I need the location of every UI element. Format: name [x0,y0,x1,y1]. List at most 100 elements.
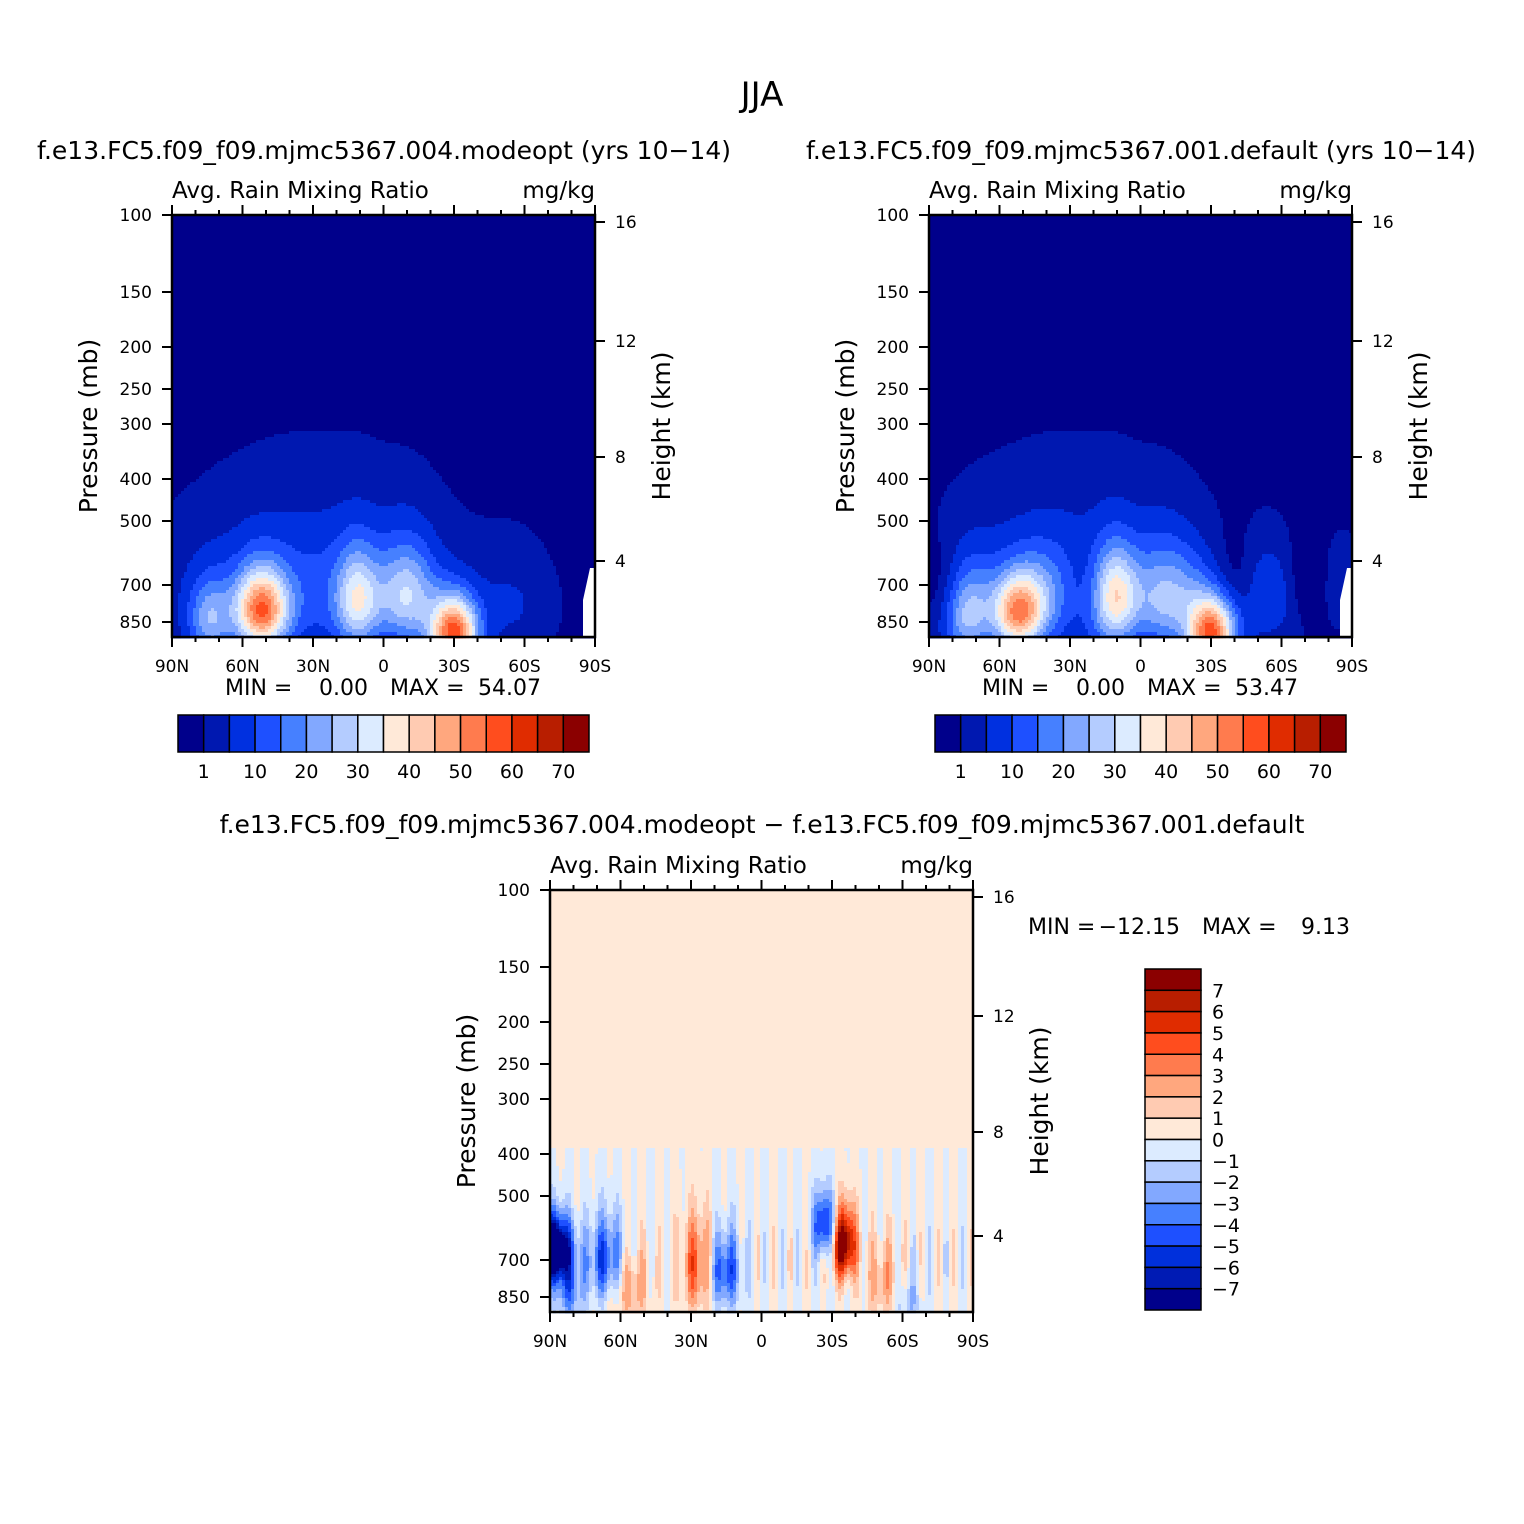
min-value: 0.00 [1076,676,1125,701]
x-tick-label: 30S [1195,657,1227,677]
y-tick-right-label: 12 [993,1007,1015,1027]
colorbar-label: 2 [1212,1087,1224,1109]
colorbar-label: 10 [243,761,267,783]
colorbar-swatch [204,715,230,752]
colorbar-swatch [935,715,961,752]
colorbar-label: 3 [1212,1066,1224,1088]
colorbar-label: 60 [1257,761,1281,783]
colorbar-label: 40 [397,761,421,783]
max-value: 53.47 [1235,676,1298,701]
colorbar-label: 10 [1000,761,1024,783]
y-tick-label: 150 [498,958,530,978]
y-tick-right-label: 8 [993,1123,1004,1143]
colorbar-swatch [1145,1182,1201,1203]
y-axis-right-label: Height (km) [1404,352,1433,501]
colorbar-swatch [1145,990,1201,1011]
colorbar-swatch [961,715,987,752]
colorbar-swatch [255,715,281,752]
colorbar-label: 50 [1205,761,1229,783]
colorbar-swatch [281,715,307,752]
colorbar-label: 20 [294,761,318,783]
colorbar-label: −3 [1212,1193,1240,1215]
colorbar-swatch [486,715,512,752]
y-tick-right-label: 4 [1372,552,1383,572]
contour-field [550,890,974,1314]
colorbar-swatch [1145,1267,1201,1288]
colorbar-swatch [1141,715,1167,752]
x-tick-label: 90N [155,657,189,677]
y-tick-label: 250 [877,380,909,400]
colorbar-swatch [229,715,255,752]
y-tick-label: 500 [877,512,909,532]
y-tick-label: 300 [877,415,909,435]
colorbar-label: −7 [1212,1279,1240,1301]
y-tick-label: 500 [498,1187,530,1207]
units-label: mg/kg [522,178,595,204]
colorbar-swatch [1145,1097,1201,1118]
x-tick-label: 90S [1336,657,1368,677]
x-tick-label: 0 [1135,657,1146,677]
colorbar-swatch [1145,1054,1201,1075]
x-tick-label: 30S [438,657,470,677]
min-label: MIN = [982,676,1049,701]
colorbar-swatch [1145,1140,1201,1161]
max-label: MAX = [1147,676,1222,701]
y-axis-label: Pressure (mb) [74,339,103,513]
colorbar-swatch [1192,715,1218,752]
panel-modeopt: f.e13.FC5.f09_f09.mjmc5367.004.modeopt (… [37,136,731,783]
y-tick-label: 150 [120,283,152,303]
y-tick-label: 500 [120,512,152,532]
y-tick-label: 700 [498,1251,530,1271]
field-label: Avg. Rain Mixing Ratio [550,853,807,879]
colorbar-swatch [358,715,384,752]
figure-title: JJA [739,75,784,115]
colorbar-swatch [1166,715,1192,752]
x-tick-label: 60S [1265,657,1297,677]
colorbar-swatch [332,715,358,752]
colorbar-swatch [1145,1246,1201,1267]
colorbar-label: 5 [1212,1023,1224,1045]
max-value: 9.13 [1301,915,1350,940]
colorbar-label: 4 [1212,1044,1224,1066]
min-value: −12.15 [1099,915,1180,940]
panel-title: f.e13.FC5.f09_f09.mjmc5367.004.modeopt −… [220,810,1305,839]
x-tick-label: 60N [982,657,1016,677]
panel-default: f.e13.FC5.f09_f09.mjmc5367.001.default (… [806,136,1476,783]
colorbar-swatch [1243,715,1269,752]
colorbar-swatch [1145,1225,1201,1246]
y-tick-label: 100 [120,206,152,226]
colorbar-swatch [1145,1012,1201,1033]
x-tick-label: 0 [378,657,389,677]
y-axis-label: Pressure (mb) [831,339,860,513]
x-tick-label: 60N [225,657,259,677]
colorbar-swatch [1145,1161,1201,1182]
x-tick-label: 60N [603,1332,637,1352]
y-tick-label: 400 [120,470,152,490]
x-tick-label: 90S [579,657,611,677]
y-tick-label: 850 [877,613,909,633]
y-tick-right-label: 12 [1372,332,1394,352]
colorbar-label: 1 [1212,1108,1224,1130]
units-label: mg/kg [900,853,973,879]
colorbar-swatch [563,715,589,752]
y-tick-label: 700 [877,576,909,596]
y-tick-right-label: 8 [1372,448,1383,468]
colorbar-swatch [1145,1289,1201,1310]
max-label: MAX = [390,676,465,701]
panel-title: f.e13.FC5.f09_f09.mjmc5367.004.modeopt (… [37,136,731,165]
colorbar-label: −5 [1212,1236,1240,1258]
colorbar-swatch [1063,715,1089,752]
min-label: MIN = [1028,915,1095,940]
contour-field [929,215,1353,639]
colorbar-label: 20 [1051,761,1075,783]
y-tick-right-label: 16 [615,213,637,233]
contour-field [172,215,596,639]
x-tick-label: 30N [296,657,330,677]
x-tick-label: 30N [1053,657,1087,677]
y-tick-label: 250 [498,1055,530,1075]
colorbar-swatch [1320,715,1346,752]
colorbar-label: 7 [1212,980,1224,1002]
colorbar-swatch [1089,715,1115,752]
field-label: Avg. Rain Mixing Ratio [929,178,1186,204]
y-tick-right-label: 4 [993,1227,1004,1247]
